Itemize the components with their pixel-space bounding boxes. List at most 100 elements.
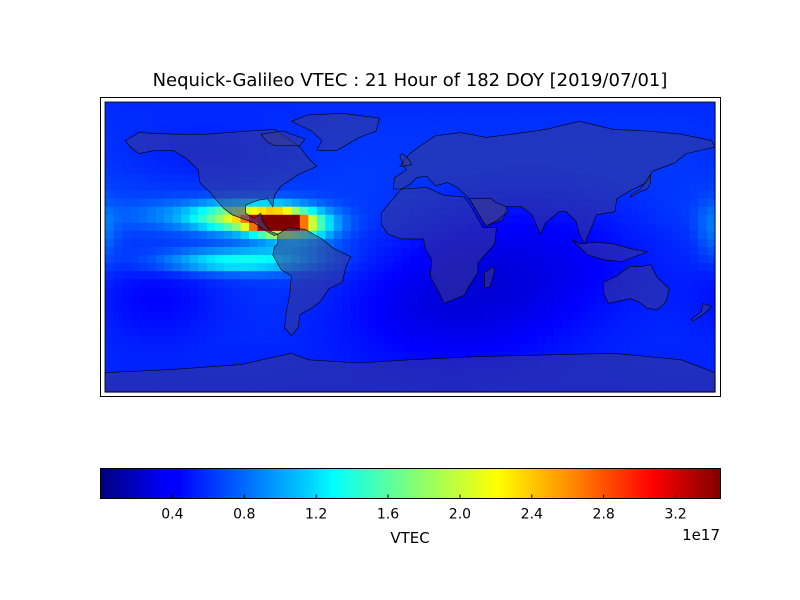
heatmap-cell (443, 182, 453, 192)
heatmap-cell (562, 271, 572, 280)
heatmap-cell (121, 166, 132, 176)
heatmap-cell (299, 110, 309, 119)
heatmap-cell (587, 118, 597, 127)
heatmap-cell (587, 303, 597, 313)
heatmap-cell (554, 327, 564, 337)
heatmap-cell (384, 295, 394, 304)
heatmap-cell (698, 287, 708, 296)
heatmap-cell (105, 351, 115, 361)
heatmap-cell (223, 238, 233, 248)
heatmap-cell (494, 303, 504, 313)
heatmap-cell (393, 102, 403, 111)
heatmap-cell (274, 311, 284, 321)
heatmap-cell (426, 295, 437, 304)
heatmap-cell (647, 311, 657, 321)
heatmap-cell (562, 263, 572, 272)
heatmap-cell (528, 118, 538, 127)
heatmap-cell (494, 118, 504, 127)
heatmap-cell (528, 214, 538, 224)
heatmap-cell (299, 351, 309, 361)
heatmap-cell (121, 343, 132, 353)
heatmap-cell (350, 166, 360, 176)
heatmap-cell (164, 166, 174, 176)
heatmap-cell (172, 343, 182, 353)
heatmap-cell (138, 311, 148, 321)
heatmap-cell (545, 230, 555, 240)
heatmap-cell (418, 118, 428, 127)
heatmap-cell (138, 158, 148, 168)
landmass-japan (629, 173, 651, 198)
heatmap-cell (604, 343, 614, 353)
heatmap-cell (689, 271, 699, 280)
heatmap-cell (528, 319, 538, 329)
heatmap-cell (689, 206, 699, 216)
heatmap-cell (147, 222, 157, 232)
heatmap-cell (664, 206, 674, 216)
heatmap-cell (655, 182, 665, 192)
heatmap-cell (672, 271, 682, 280)
heatmap-cell (240, 110, 250, 119)
heatmap-cell (181, 351, 191, 361)
heatmap-cell (528, 295, 538, 304)
heatmap-cell (138, 214, 148, 224)
heatmap-cell (672, 238, 682, 248)
heatmap-cell (664, 238, 674, 248)
heatmap-cell (596, 214, 606, 224)
heatmap-cell (689, 118, 699, 127)
heatmap-cell (604, 327, 614, 337)
heatmap-cell (198, 343, 208, 353)
heatmap-cell (435, 110, 445, 119)
heatmap-cell (282, 206, 292, 216)
heatmap-cell (232, 343, 242, 353)
heatmap-cell (181, 190, 191, 200)
heatmap-cell (105, 335, 115, 345)
heatmap-cell (503, 279, 513, 288)
heatmap-cell (401, 102, 411, 111)
heatmap-cell (401, 311, 411, 321)
heatmap-cell (570, 319, 581, 329)
heatmap-cell (113, 351, 123, 361)
heatmap-cell (486, 222, 496, 232)
heatmap-cell (384, 255, 394, 264)
heatmap-cell (147, 238, 157, 248)
heatmap-cell (316, 150, 326, 159)
heatmap-cell (105, 359, 115, 369)
heatmap-cell (333, 351, 343, 361)
heatmap-cell (410, 279, 420, 288)
heatmap-cell (621, 238, 631, 248)
heatmap-cell (570, 303, 581, 313)
heatmap-cell (113, 166, 123, 176)
heatmap-cell (393, 126, 403, 135)
heatmap-cell (520, 230, 530, 240)
heatmap-cell (469, 343, 479, 353)
heatmap-cell (384, 247, 394, 256)
heatmap-cell (520, 279, 530, 288)
heatmap-cell (562, 335, 572, 345)
heatmap-cell (376, 158, 386, 168)
heatmap-cell (291, 174, 301, 184)
heatmap-cell (689, 214, 699, 224)
heatmap-cell (503, 343, 513, 353)
heatmap-cell (359, 190, 369, 200)
heatmap-cell (138, 327, 148, 337)
heatmap-cell (105, 118, 115, 127)
heatmap-cell (647, 222, 657, 232)
heatmap-cell (460, 118, 470, 127)
heatmap-cell (113, 238, 123, 248)
heatmap-cell (274, 118, 284, 127)
heatmap-cell (223, 359, 233, 369)
heatmap-cell (130, 335, 140, 345)
heatmap-cell (172, 238, 182, 248)
heatmap-cell (698, 126, 708, 135)
heatmap-cell (121, 158, 132, 168)
heatmap-cell (223, 351, 233, 361)
heatmap-cell (494, 222, 504, 232)
heatmap-cell (367, 174, 377, 184)
heatmap-cell (333, 311, 343, 321)
heatmap-cell (155, 335, 165, 345)
heatmap-cell (113, 198, 123, 208)
heatmap-cell (333, 343, 343, 353)
colorbar: 0.4 0.8 1.2 1.6 2.0 2.4 2.8 3.2 (100, 468, 721, 523)
heatmap-cell (681, 279, 691, 288)
heatmap-cell (494, 110, 504, 119)
